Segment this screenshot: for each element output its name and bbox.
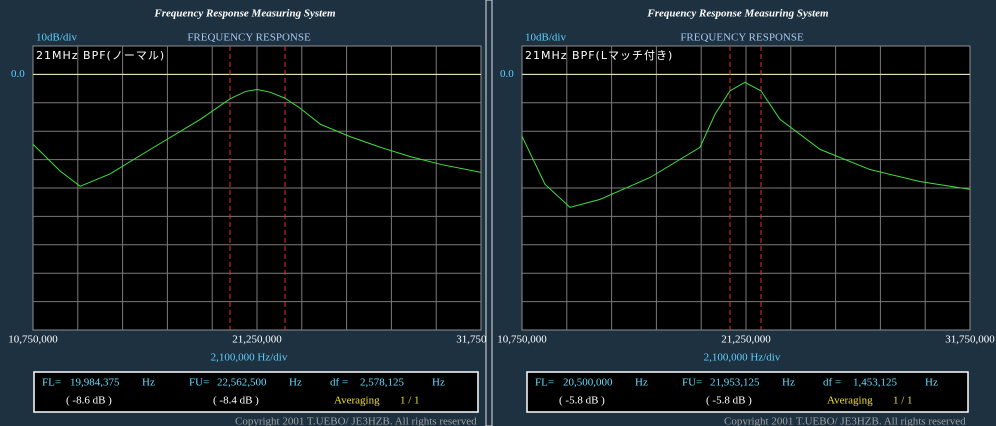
plot-label: 21MHz BPF(Lマッチ付き) — [525, 49, 673, 62]
averaging-label: Averaging — [334, 395, 380, 407]
x-tick-label: 21,250,000 — [721, 334, 771, 346]
x-tick-label: 31,750,000 — [945, 334, 995, 346]
y-axis-label: 10dB/div — [36, 32, 77, 44]
x-axis-label: 2,100,000 Hz/div — [211, 352, 288, 364]
x-axis-label: 2,100,000 Hz/div — [704, 352, 781, 364]
readout-level: ( -5.8 dB ) — [559, 395, 605, 407]
x-tick-label: 10,750,000 — [497, 334, 547, 346]
x-tick-label: 10,750,000 — [8, 334, 58, 346]
averaging-label: Averaging — [827, 395, 873, 407]
panel: Frequency Response Measuring System 10dB/… — [497, 8, 995, 426]
readout-name: FU= — [189, 377, 209, 389]
title: Frequency Response Measuring System — [153, 8, 336, 20]
readout-name: df = — [823, 377, 841, 389]
averaging-value: 1 / 1 — [893, 395, 913, 407]
y-axis-label: 10dB/div — [525, 32, 566, 44]
readout-value: 20,500,000 — [563, 377, 613, 389]
readout-unit: Hz — [925, 377, 938, 389]
subtitle: FREQUENCY RESPONSE — [187, 32, 311, 44]
y-tick-label: 0.0 — [500, 68, 514, 80]
readout-box — [33, 371, 479, 413]
readout-name: df = — [330, 377, 348, 389]
x-tick-label: 21,250,000 — [232, 334, 282, 346]
copyright: Copyright 2001 T.UEBO/ JE3HZB. All right… — [724, 416, 966, 426]
copyright: Copyright 2001 T.UEBO/ JE3HZB. All right… — [235, 416, 477, 426]
readout-level: ( -8.6 dB ) — [66, 395, 112, 407]
readout-unit: Hz — [289, 377, 302, 389]
panel: Frequency Response Measuring System 10dB/… — [8, 8, 506, 426]
readout-level: ( -8.4 dB ) — [213, 395, 259, 407]
readout-level: ( -5.8 dB ) — [706, 395, 752, 407]
readout-unit: Hz — [432, 377, 445, 389]
readout-name: FL= — [535, 377, 554, 389]
y-tick-label: 0.0 — [11, 68, 25, 80]
plot-label: 21MHz BPF(ノーマル) — [36, 49, 165, 62]
readout-name: FU= — [682, 377, 702, 389]
readout-name: FL= — [42, 377, 61, 389]
divider — [485, 0, 493, 426]
readout-value: 21,953,125 — [710, 377, 760, 389]
averaging-value: 1 / 1 — [400, 395, 420, 407]
readout-value: 19,984,375 — [70, 377, 120, 389]
readout-box — [526, 371, 969, 413]
x-tick-label: 31,750,000 — [456, 334, 506, 346]
readout-unit: Hz — [782, 377, 795, 389]
subtitle: FREQUENCY RESPONSE — [680, 32, 804, 44]
title: Frequency Response Measuring System — [646, 8, 829, 20]
readout-value: 2,578,125 — [360, 377, 405, 389]
readout-unit: Hz — [635, 377, 648, 389]
readout-value: 1,453,125 — [853, 377, 898, 389]
response-curve — [32, 88, 482, 187]
response-curve — [521, 81, 971, 208]
readout-unit: Hz — [142, 377, 155, 389]
readout-value: 22,562,500 — [217, 377, 267, 389]
